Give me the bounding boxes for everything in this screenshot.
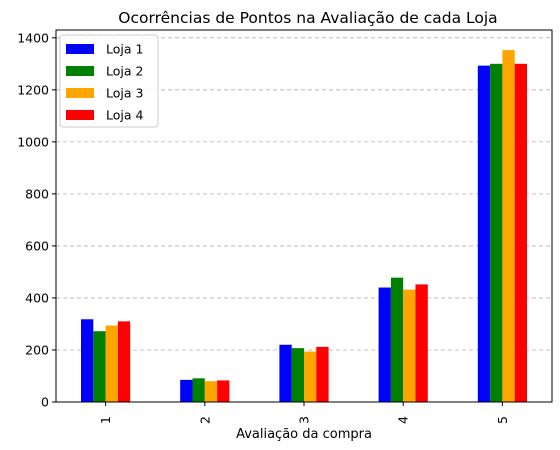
x-axis-label: Avaliação da compra [236, 427, 372, 442]
legend-box [59, 34, 159, 128]
bar-loja-2-rating-3 [291, 348, 304, 402]
y-tick-label: 600 [25, 238, 49, 253]
x-axis: 1 2 3 4 5 [98, 402, 510, 424]
bar-loja-4-rating-2 [217, 380, 230, 402]
bar-loja-3-rating-2 [204, 381, 218, 402]
chart-title: Ocorrências de Pontos na Avaliação de ca… [118, 9, 497, 27]
legend-swatch [66, 88, 94, 98]
y-tick-label: 200 [25, 342, 49, 357]
bar-loja-2-rating-4 [390, 277, 404, 402]
y-axis: 0 200 400 600 800 1000 1200 1400 [17, 30, 56, 410]
bar-loja-1-rating-3 [279, 344, 292, 402]
y-tick-label: 1000 [17, 134, 49, 149]
bar-loja-2-rating-1 [93, 331, 106, 402]
x-tick-label: 3 [297, 416, 312, 424]
bar-loja-4-rating-4 [415, 284, 428, 402]
legend-label: Loja 1 [106, 42, 143, 57]
x-tick-label: 2 [197, 416, 212, 424]
x-tick-label: 4 [396, 416, 411, 424]
legend-swatch [66, 110, 94, 120]
bar-loja-2-rating-2 [192, 378, 205, 402]
legend-label: Loja 3 [106, 86, 143, 101]
bar-loja-4-rating-3 [316, 346, 329, 402]
legend-label: Loja 4 [106, 108, 143, 123]
x-tick-label: 5 [495, 416, 510, 424]
legend-label: Loja 2 [106, 64, 143, 79]
legend: Loja 1 Loja 2 Loja 3 Loja 4 [59, 34, 159, 128]
bar-loja-3-rating-1 [105, 325, 118, 402]
bar-loja-1-rating-4 [378, 287, 391, 402]
bar-loja-3-rating-3 [304, 351, 317, 402]
bar-loja-4-rating-1 [117, 321, 131, 402]
bars-group [81, 50, 527, 403]
bar-loja-2-rating-5 [490, 63, 503, 403]
x-tick-label: 1 [98, 416, 113, 424]
y-tick-label: 1400 [17, 30, 49, 45]
legend-swatch [66, 66, 94, 76]
y-tick-label: 800 [25, 186, 49, 201]
bar-loja-1-rating-2 [180, 379, 193, 402]
bar-loja-4-rating-5 [514, 63, 527, 403]
legend-swatch [66, 44, 94, 54]
bar-loja-1-rating-5 [477, 65, 491, 402]
y-tick-label: 400 [25, 290, 49, 305]
bar-loja-3-rating-4 [403, 289, 416, 402]
bar-loja-3-rating-5 [502, 50, 515, 403]
y-tick-label: 0 [41, 395, 49, 410]
y-tick-label: 1200 [17, 82, 49, 97]
bar-loja-1-rating-1 [81, 319, 94, 402]
